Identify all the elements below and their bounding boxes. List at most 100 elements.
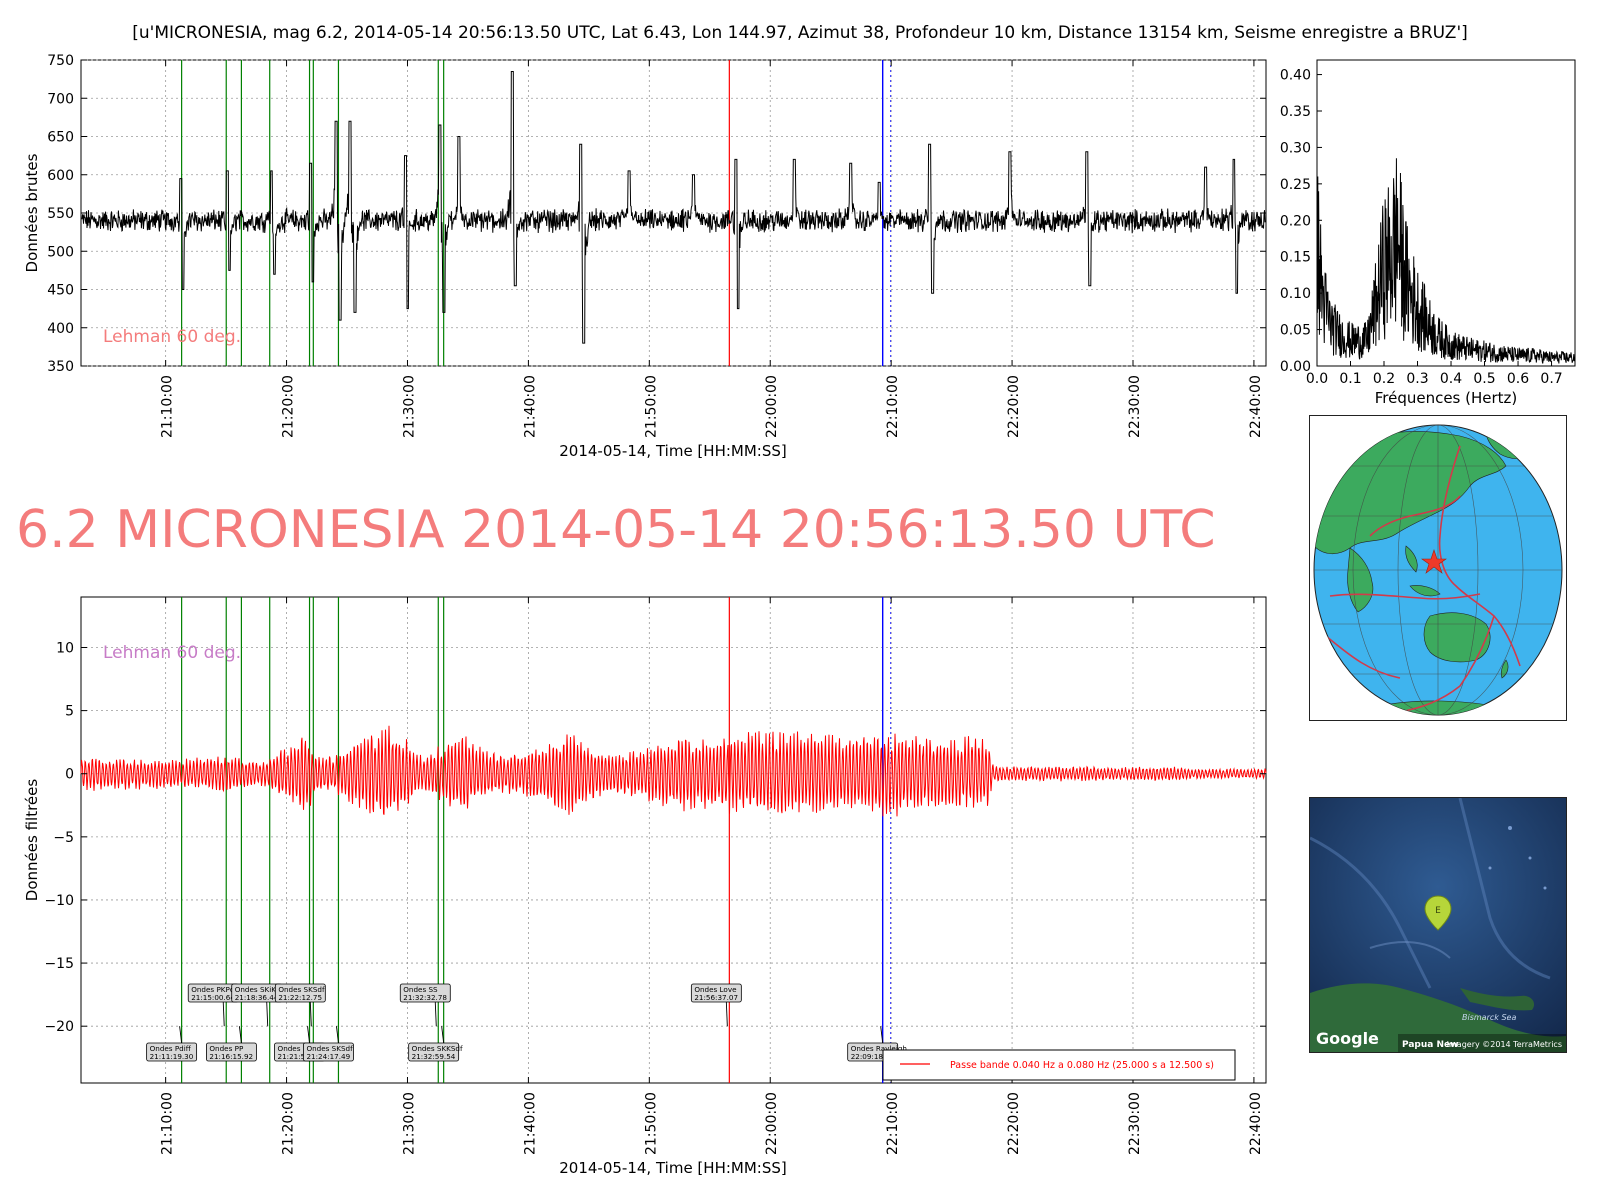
filtered-ylabel: Données filtrées (23, 779, 41, 902)
event-marker-label: E (1435, 906, 1441, 916)
annotation-name: Ondes SKSdf (278, 985, 325, 994)
annotation-name: Ondes Love (694, 985, 737, 994)
annotation-time: 21:15:00.64 (191, 993, 235, 1002)
spectrum-xtick-label: 0.3 (1406, 371, 1428, 387)
lehman-label-raw: Lehman 60 deg. (103, 327, 241, 347)
raw-ytick-label: 400 (47, 321, 74, 337)
spectrum-xtick-label: 0.5 (1473, 371, 1495, 387)
epicenter-star-icon (1421, 549, 1447, 574)
raw-xtick-label: 21:20:00 (281, 375, 297, 438)
raw-xtick-label: 21:10:00 (160, 375, 176, 438)
annotation-box (399, 983, 451, 1003)
place-sea-label: Bismarck Sea (1462, 1013, 1516, 1022)
annotation-name: Ondes SS (403, 985, 438, 994)
annotation-time: 21:56:37.07 (694, 993, 738, 1002)
filtered-xtick-label: 21:50:00 (643, 1092, 659, 1155)
annotation-time: 21:32:59.54 (412, 1052, 456, 1061)
annotation-time: 21:11:19.30 (150, 1052, 194, 1061)
raw-xtick-label: 22:10:00 (885, 375, 901, 438)
raw-xtick-label: 22:20:00 (1006, 375, 1022, 438)
filter-legend-text: Passe bande 0.040 Hz a 0.080 Hz (25.000 … (950, 1060, 1214, 1071)
raw-xtick-label: 22:30:00 (1127, 375, 1143, 438)
filter-legend: Passe bande 0.040 Hz a 0.080 Hz (25.000 … (882, 1049, 1236, 1081)
spectrum-xtick-label: 0.2 (1373, 371, 1395, 387)
spectrum-xtick-label: 0.4 (1440, 371, 1462, 387)
annotation-arrow (307, 1026, 310, 1044)
raw-xlabel: 2014-05-14, Time [HH:MM:SS] (559, 442, 786, 460)
annotation-box (303, 1042, 354, 1062)
annotation-time: 21:32:32.78 (403, 993, 447, 1002)
globe-map-graphic (1313, 424, 1563, 716)
annotation-box (408, 1042, 460, 1062)
filtered-ytick-label: −15 (44, 956, 74, 972)
annotation-name: Ondes Pdiff (150, 1044, 192, 1053)
spectrum-ytick-label: 0.25 (1280, 177, 1311, 193)
annotation-time: 21:18:36.44 (235, 993, 279, 1002)
filtered-ytick-label: 10 (56, 640, 74, 656)
annotation-arrow (222, 1001, 225, 1027)
spectrum-ytick-label: 0.00 (1280, 359, 1311, 375)
filtered-ytick-label: 0 (65, 767, 74, 783)
annotation-arrow (434, 1001, 437, 1027)
filtered-xtick-label: 22:30:00 (1127, 1092, 1143, 1155)
filtered-xlabel: 2014-05-14, Time [HH:MM:SS] (559, 1159, 786, 1177)
raw-trace-line (81, 71, 1266, 344)
raw-signal-panel: 350 400 450 500 550 600 650 700 750 21:10:00 21:2… (23, 53, 1267, 460)
map-credit: Imagery ©2014 TerraMetrics (1447, 1040, 1562, 1049)
filtered-xtick-label: 21:40:00 (522, 1092, 538, 1155)
filtered-xtick-label: 22:10:00 (885, 1092, 901, 1155)
spectrum-xtick-label: 0.1 (1339, 371, 1361, 387)
annotation-name: Ondes PKPdf (191, 985, 237, 994)
annotation-time: 21:16:15.92 (209, 1052, 253, 1061)
annotation-arrow (441, 1026, 445, 1044)
raw-xtick-label: 21:30:00 (401, 375, 417, 438)
annotation-arrow (179, 1026, 183, 1044)
raw-ytick-label: 650 (47, 130, 74, 146)
spectrum-ytick-label: 0.40 (1280, 68, 1311, 84)
satellite-map-graphic: E Bismarck Sea Google Papua New Imagery … (1310, 798, 1566, 1052)
annotation-name: Ondes PP (209, 1044, 244, 1053)
filtered-xtick-label: 22:20:00 (1006, 1092, 1022, 1155)
google-logo: Google (1316, 1029, 1379, 1048)
raw-ytick-label: 600 (47, 168, 74, 184)
spectrum-trace-line (1316, 158, 1576, 364)
raw-ytick-label: 350 (47, 359, 74, 375)
raw-ytick-label: 450 (47, 283, 74, 299)
satellite-map-thumbnail: E Bismarck Sea Google Papua New Imagery … (1309, 797, 1567, 1053)
annotation-box (274, 983, 326, 1003)
raw-ytick-label: 550 (47, 206, 74, 222)
filtered-plot-frame (80, 596, 1267, 1084)
annotation-name: Ondes SKSac (278, 1044, 325, 1053)
raw-xtick-label: 22:00:00 (764, 375, 780, 438)
filtered-signal-panel: −20 −15 −10 −5 0 5 10 21:10:00 21:20:00 21:30:00… (23, 596, 1267, 1177)
filtered-xtick-label: 22:00:00 (764, 1092, 780, 1155)
filtered-ytick-label: −20 (44, 1019, 74, 1035)
filtered-xtick-label: 21:20:00 (281, 1092, 297, 1155)
spectrum-xlabel: Fréquences (Hertz) (1375, 389, 1518, 407)
annotation-name: Ondes SKSdf (306, 1044, 353, 1053)
filtered-xtick-label: 21:10:00 (160, 1092, 176, 1155)
annotation-arrow (266, 1001, 269, 1027)
annotation-time: 21:24:17.49 (306, 1052, 350, 1061)
filtered-ytick-label: −5 (53, 830, 74, 846)
annotation-arrow (238, 1026, 242, 1044)
filtered-ytick-label: −10 (44, 893, 74, 909)
annotation-time: 21:22:12.75 (278, 993, 322, 1002)
annotation-time: 22:09:18.02 (851, 1052, 895, 1061)
globe-map-thumbnail (1309, 415, 1567, 721)
raw-xtick-label: 21:40:00 (522, 375, 538, 438)
spectrum-plot-frame (1316, 59, 1576, 367)
place-papua-label: Papua New (1402, 1040, 1458, 1050)
spectrum-ytick-label: 0.20 (1280, 213, 1311, 229)
spectrum-xtick-label: 0.7 (1540, 371, 1562, 387)
annotation-arrow (880, 1026, 884, 1044)
